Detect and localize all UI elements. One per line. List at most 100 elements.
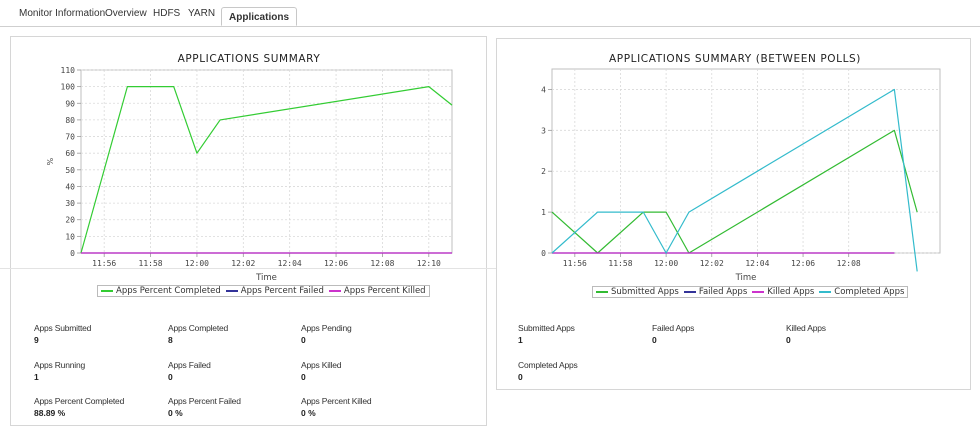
x-tick-label: 12:04 (745, 259, 769, 268)
y-tick-label: 80 (65, 116, 75, 125)
legend-label: Killed Apps (767, 287, 815, 297)
legend-swatch (819, 291, 832, 293)
stat-label: Failed Apps (652, 323, 695, 333)
stat-label: Apps Submitted (34, 323, 92, 333)
legend-label: Submitted Apps (611, 287, 679, 297)
stat-killed-apps: Killed Apps 0 (786, 323, 916, 345)
legend-item: Apps Percent Completed (101, 286, 221, 296)
stat-failed-apps: Failed Apps 0 (652, 323, 782, 345)
y-tick-label: 0 (70, 249, 75, 258)
x-tick-label: 12:02 (231, 259, 255, 268)
x-tick-label: 11:58 (608, 259, 632, 268)
y-tick-label: 30 (65, 199, 75, 208)
stat-value: 1 (34, 372, 39, 382)
y-tick-label: 20 (65, 216, 75, 225)
stat-apps-percent-killed: Apps Percent Killed 0 % (301, 396, 431, 418)
stat-apps-percent-completed: Apps Percent Completed 88.89 % (34, 396, 164, 418)
applications-summary-panel: APPLICATIONS SUMMARY 0 10 20 30 40 50 60 70 80 90 1… (10, 36, 487, 426)
applications-summary-between-polls-chart: APPLICATIONS SUMMARY (BETWEEN POLLS) 0 1 2 3… (541, 53, 941, 283)
applications-summary-between-polls-panel: APPLICATIONS SUMMARY (BETWEEN POLLS) 0 1 2 3… (496, 38, 971, 390)
stat-apps-failed: Apps Failed 0 (168, 360, 298, 382)
x-tick-label: 12:06 (791, 259, 815, 268)
y-tick-label: 40 (65, 182, 75, 191)
x-axis-label: Time (255, 273, 277, 283)
stat-value: 9 (34, 335, 39, 345)
stat-label: Killed Apps (786, 323, 826, 333)
stat-value: 0 % (168, 408, 183, 418)
y-tick-label: 1 (541, 208, 546, 217)
stat-value: 8 (168, 335, 173, 345)
stat-value: 0 (168, 372, 173, 382)
y-tick-label: 0 (541, 249, 546, 258)
x-tick-label: 12:04 (278, 259, 302, 268)
stat-completed-apps: Completed Apps 0 (518, 360, 648, 382)
legend-label: Apps Percent Completed (116, 286, 221, 296)
stat-label: Apps Completed (168, 323, 229, 333)
chart-legend: Apps Percent Completed Apps Percent Faile… (97, 285, 430, 297)
y-tick-label: 70 (65, 133, 75, 142)
tab-bar: Monitor Information Overview HDFS YARN A… (0, 0, 980, 27)
chart-legend: Submitted Apps Failed Apps Killed Apps Comp… (592, 286, 909, 298)
tab-applications[interactable]: Applications (221, 7, 298, 26)
stat-label: Apps Percent Completed (34, 396, 125, 406)
separator-line (0, 268, 496, 269)
stat-value: 0 (786, 335, 791, 345)
legend-item: Killed Apps (752, 287, 814, 297)
x-tick-label: 11:58 (139, 259, 163, 268)
y-tick-label: 10 (65, 232, 75, 241)
x-tick-label: 12:08 (837, 259, 861, 268)
stat-apps-percent-failed: Apps Percent Failed 0 % (168, 396, 298, 418)
stat-label: Apps Failed (168, 360, 211, 370)
stat-label: Apps Percent Failed (168, 396, 241, 406)
x-tick-label: 12:02 (700, 259, 724, 268)
stat-value: 0 (301, 372, 306, 382)
x-tick-label: 12:08 (370, 259, 394, 268)
y-tick-label: 3 (541, 126, 546, 135)
stat-value: 88.89 % (34, 408, 66, 418)
chart-title: APPLICATIONS SUMMARY (BETWEEN POLLS) (609, 53, 861, 65)
y-tick-label: 100 (61, 83, 76, 92)
tab-monitor-information[interactable]: Monitor Information (19, 8, 106, 19)
x-axis-label: Time (735, 273, 757, 283)
series-line-submitted-apps (551, 129, 918, 254)
legend-label: Apps Percent Failed (240, 286, 324, 296)
legend-item: Failed Apps (683, 287, 748, 297)
legend-item: Submitted Apps (596, 287, 679, 297)
legend-item: Apps Percent Killed (328, 286, 426, 296)
x-tick-label: 11:56 (563, 259, 587, 268)
series-line-apps-percent-completed (80, 86, 453, 254)
y-axis-label: % (46, 157, 55, 165)
tab-overview[interactable]: Overview (105, 8, 147, 19)
x-tick-label: 12:00 (654, 259, 678, 268)
legend-swatch (328, 290, 341, 292)
stat-value: 0 % (301, 408, 316, 418)
stat-value: 1 (518, 335, 523, 345)
stat-submitted-apps: Submitted Apps 1 (518, 323, 648, 345)
legend-swatch (596, 291, 608, 293)
x-tick-label: 12:06 (324, 259, 348, 268)
legend-swatch (225, 290, 238, 292)
x-tick-label: 12:10 (417, 259, 441, 268)
tab-yarn[interactable]: YARN (188, 8, 216, 19)
legend-label: Apps Percent Killed (343, 286, 426, 296)
y-tick-label: 110 (61, 66, 76, 75)
stat-label: Apps Percent Killed (301, 396, 372, 406)
tab-hdfs[interactable]: HDFS (153, 8, 181, 19)
stat-apps-completed: Apps Completed 8 (168, 323, 298, 345)
chart-title: APPLICATIONS SUMMARY (178, 53, 321, 65)
y-tick-label: 90 (65, 99, 75, 108)
legend-item: Completed Apps (819, 287, 904, 297)
legend-swatch (752, 291, 765, 293)
y-tick-label: 2 (541, 167, 546, 176)
legend-label: Failed Apps (698, 287, 748, 297)
y-tick-label: 50 (65, 166, 75, 175)
stat-label: Submitted Apps (518, 323, 575, 333)
y-tick-label: 60 (65, 149, 75, 158)
stat-apps-running: Apps Running 1 (34, 360, 164, 382)
stat-label: Apps Running (34, 360, 85, 370)
stat-label: Apps Killed (301, 360, 342, 370)
stat-apps-submitted: Apps Submitted 9 (34, 323, 164, 345)
stat-value: 0 (518, 372, 523, 382)
x-tick-label: 12:00 (185, 259, 209, 268)
stat-apps-killed: Apps Killed 0 (301, 360, 431, 382)
